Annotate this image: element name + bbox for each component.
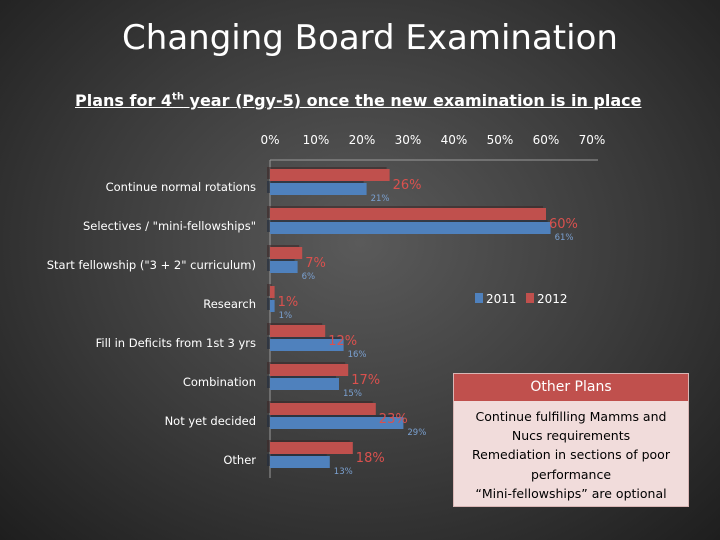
data-label-2012: 60% [549,217,578,232]
bar-2011 [270,378,339,390]
data-label-2011: 13% [334,467,353,477]
data-label-2012: 18% [356,451,385,466]
subtitle-post: year (Pgy-5) once the new examination is… [183,91,642,110]
bar-2012 [270,286,275,298]
category-label: Continue normal rotations [106,180,256,194]
x-tick-label: 40% [441,133,468,147]
x-tick-label: 60% [533,133,560,147]
bar-2011 [270,417,404,429]
other-plans-header: Other Plans [454,374,688,401]
category-label: Selectives / "mini-fellowships" [83,219,256,233]
x-tick-label: 0% [260,133,279,147]
bar-2011 [270,300,275,312]
bar-2011 [270,339,344,351]
bar-2012 [270,247,303,259]
bar-shadow [267,284,272,296]
data-label-2011: 29% [407,428,426,438]
category-label: Fill in Deficits from 1st 3 yrs [96,336,256,350]
bar-2011 [270,261,298,273]
x-tick-label: 70% [579,133,606,147]
legend-label-2012: 2012 [537,292,568,306]
subtitle-sup: th [172,91,184,103]
other-plans-line: Remediation in sections of poor [472,447,670,463]
data-label-2011: 1% [279,311,293,321]
other-plans-line: Continue fulfilling Mamms and [475,409,667,424]
category-label: Research [203,297,256,311]
legend-label-2011: 2011 [486,292,517,306]
bar-2012 [270,208,546,220]
x-tick-label: 50% [487,133,514,147]
other-plans-list: Continue fulfilling Mamms and Nucs requi… [454,401,688,503]
other-plans-line: Nucs requirements [511,428,631,444]
bar-shadow [267,298,272,310]
data-label-2011: 15% [343,389,362,399]
bar-2012 [270,403,376,415]
bar-2012 [270,325,326,337]
x-tick-label: 20% [349,133,376,147]
subtitle-pre: Plans for 4 [75,91,173,110]
bar-2012 [270,169,390,181]
other-plans-line: performance [530,466,612,482]
x-tick-label: 10% [303,133,330,147]
data-label-2012: 1% [278,295,299,310]
bar-2011 [270,183,367,195]
data-label-2012: 17% [351,373,380,388]
data-label-2011: 21% [371,194,390,204]
data-label-2011: 16% [348,350,367,360]
data-label-2011: 61% [555,233,574,243]
data-label-2012: 26% [393,178,422,193]
legend-swatch-2011 [475,293,483,303]
data-label-2011: 6% [302,272,316,282]
other-plans-box: Other Plans Continue fulfilling Mamms an… [453,373,689,507]
data-label-2012: 7% [305,256,326,271]
slide-title: Changing Board Examination [122,18,618,58]
legend-swatch-2012 [526,293,534,303]
data-label-2012: 12% [328,334,357,349]
bar-2011 [270,222,551,234]
bar-2012 [270,364,349,376]
category-label: Not yet decided [165,414,256,428]
x-tick-label: 30% [395,133,422,147]
bar-2011 [270,456,330,468]
bar-2012 [270,442,353,454]
category-label: Combination [183,375,256,389]
category-label: Start fellowship ("3 + 2" curriculum) [47,258,256,272]
data-label-2012: 23% [379,412,408,427]
other-plans-line: “Mini-fellowships” are optional [475,485,667,501]
chart-subtitle: Plans for 4th year (Pgy-5) once the new … [75,91,641,110]
category-label: Other [223,453,256,467]
